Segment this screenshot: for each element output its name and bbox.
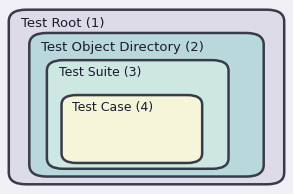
FancyBboxPatch shape <box>29 33 264 177</box>
Text: Test Case (4): Test Case (4) <box>72 101 153 114</box>
FancyBboxPatch shape <box>9 10 284 184</box>
Text: Test Root (1): Test Root (1) <box>21 17 104 30</box>
FancyBboxPatch shape <box>62 95 202 163</box>
Text: Test Suite (3): Test Suite (3) <box>59 66 141 79</box>
Text: Test Object Directory (2): Test Object Directory (2) <box>41 41 204 54</box>
FancyBboxPatch shape <box>47 60 229 169</box>
